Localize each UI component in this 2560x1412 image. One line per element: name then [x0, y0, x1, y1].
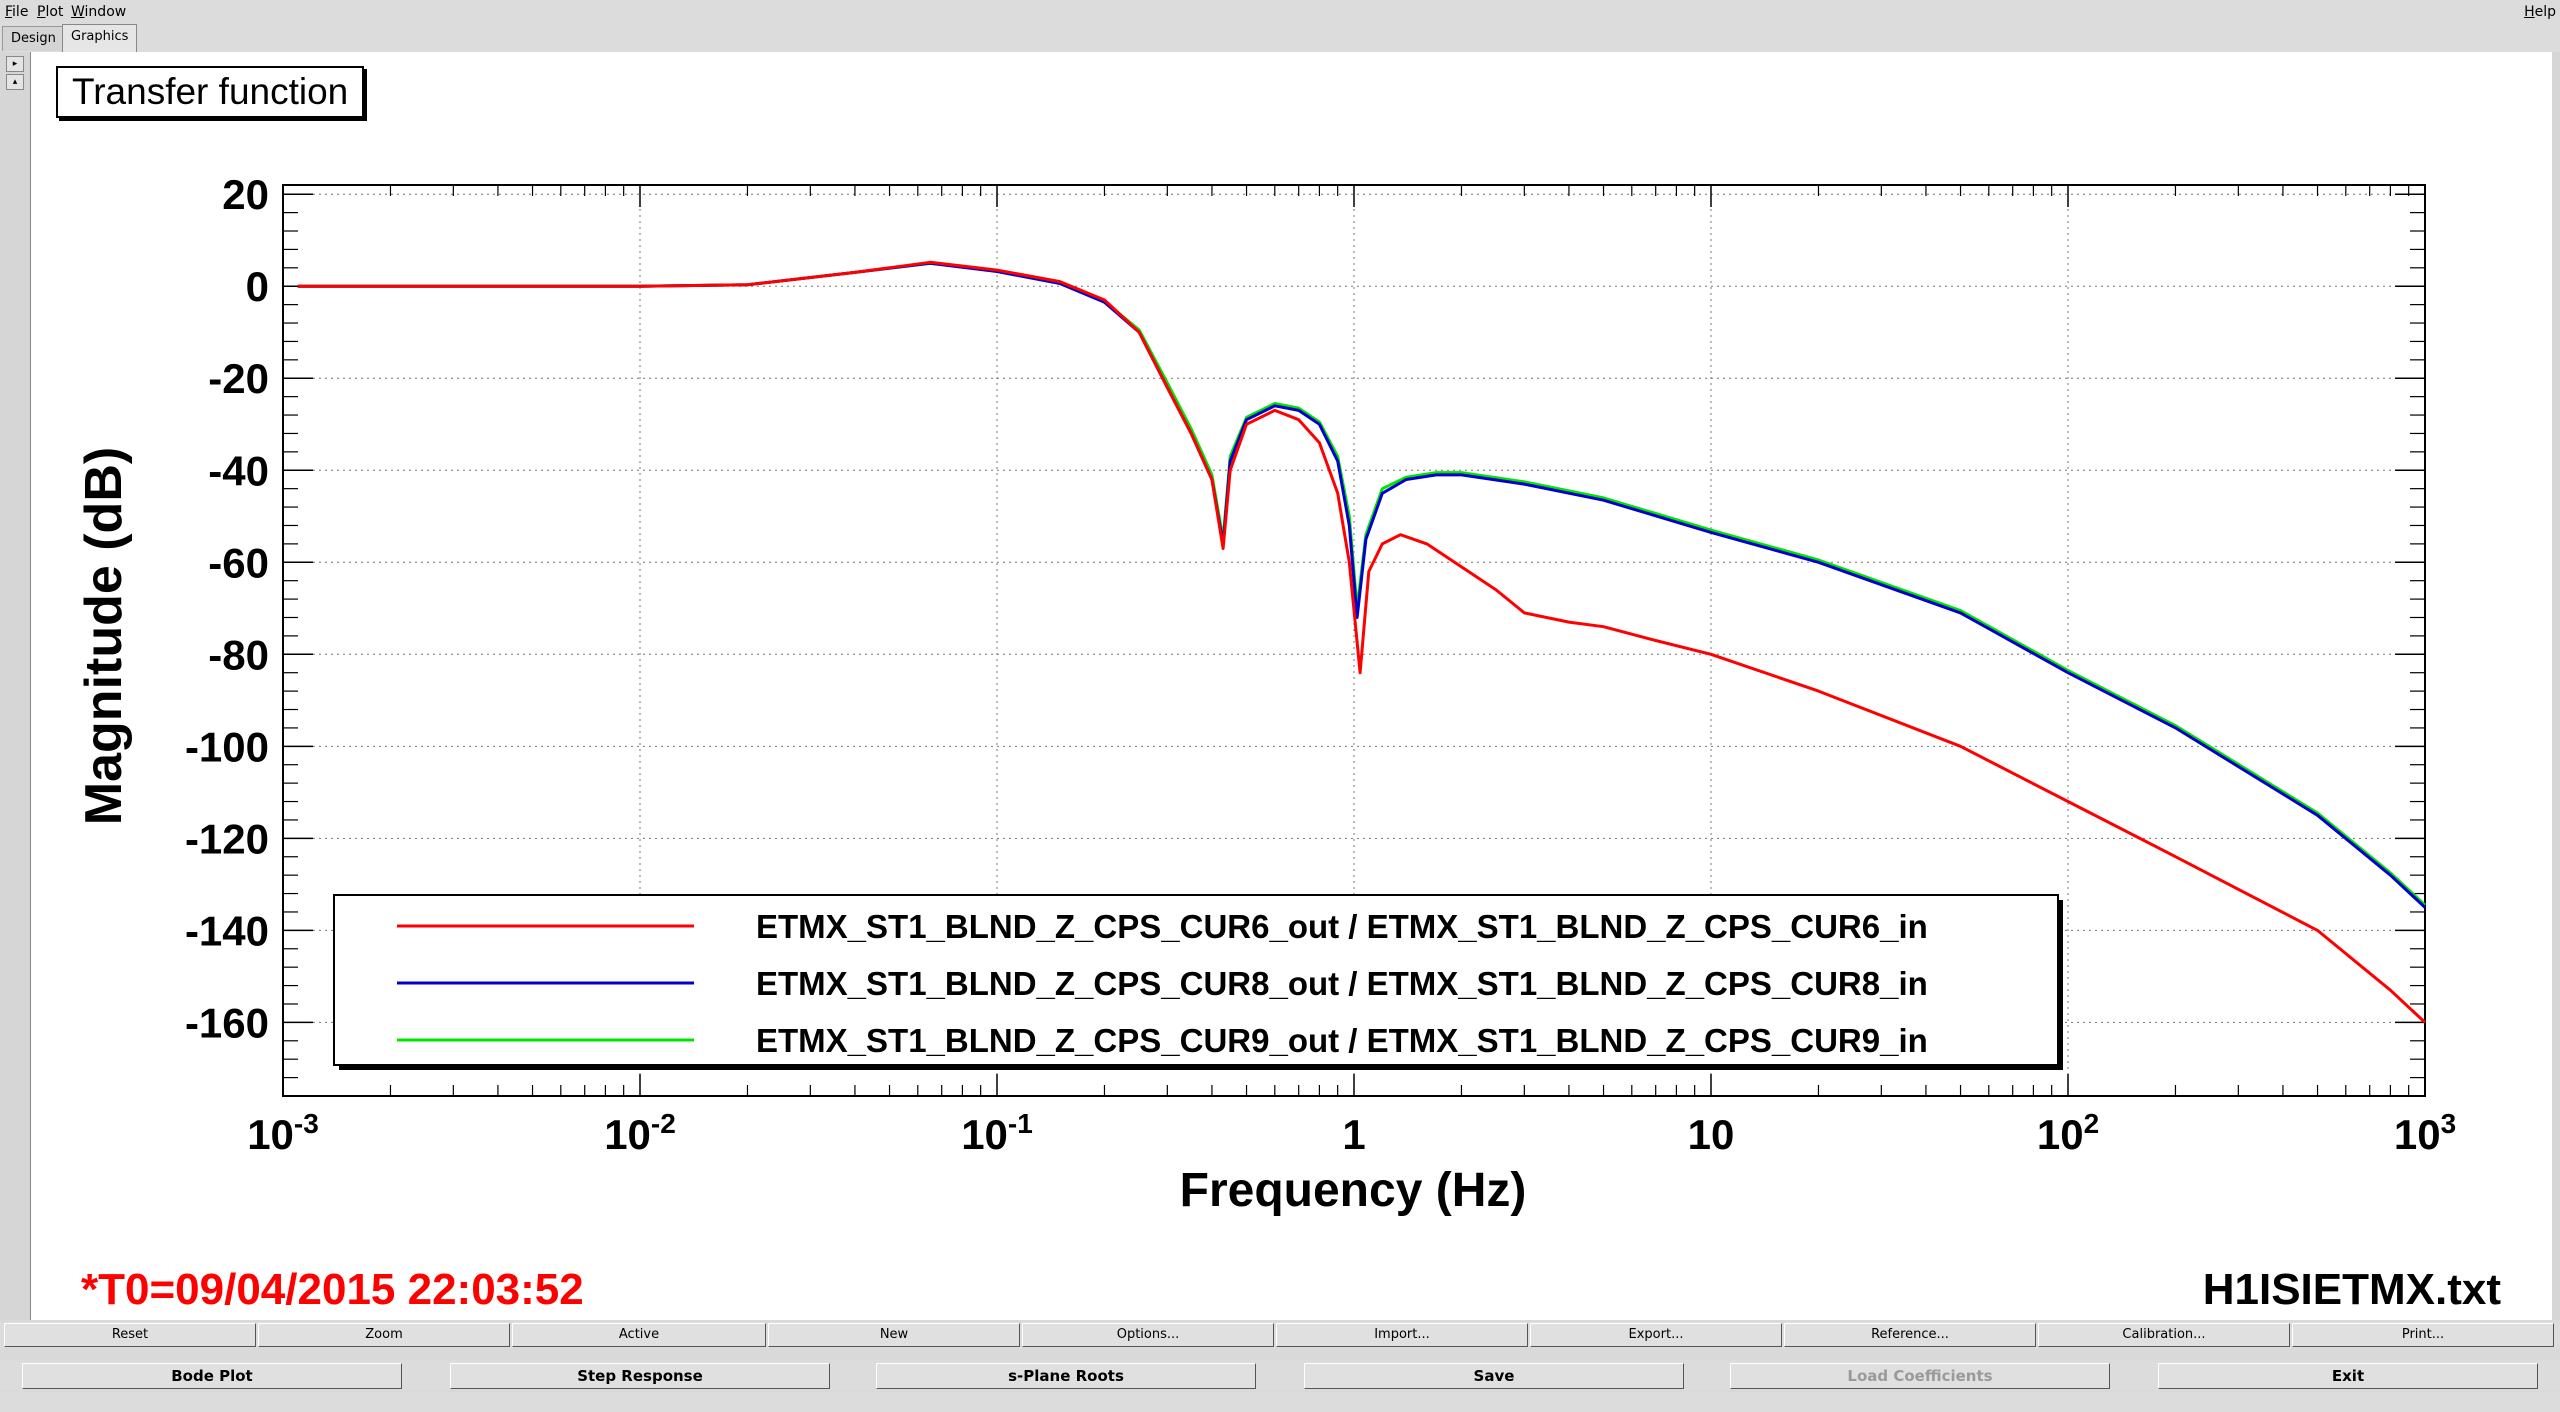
y-tick-label: -20: [208, 355, 269, 402]
y-tick-label: -120: [185, 815, 269, 862]
x-tick-label: 102: [2037, 1108, 2099, 1158]
y-tick-label: 20: [222, 171, 269, 218]
x-tick-label: 10-1: [961, 1108, 1033, 1158]
y-tick-label: -100: [185, 723, 269, 770]
plot-title: Transfer function: [56, 66, 365, 118]
calibration-button[interactable]: Calibration...: [2038, 1323, 2290, 1347]
y-tick-label: -60: [208, 539, 269, 586]
exit-button[interactable]: Exit: [2158, 1363, 2538, 1389]
grid-lines: [283, 185, 2425, 1096]
legend-label-2: ETMX_ST1_BLND_Z_CPS_CUR8_out / ETMX_ST1_…: [756, 965, 1928, 1002]
menu-file-mnemonic: F: [5, 4, 13, 20]
print-button[interactable]: Print...: [2292, 1323, 2554, 1347]
tab-bar: Design Graphics: [0, 24, 2560, 52]
graphics-canvas[interactable]: Transfer function 10-3 10-2 10-1 1 10 102 103 2…: [30, 52, 2554, 1320]
tab-graphics[interactable]: Graphics: [62, 24, 138, 52]
y-tick-label: -40: [208, 447, 269, 494]
export-button[interactable]: Export...: [1530, 1323, 1782, 1347]
legend-box: [333, 894, 2059, 1066]
x-tick-label: 103: [2394, 1108, 2456, 1158]
menu-help-mnemonic: H: [2524, 4, 2535, 20]
main-toolbar: Bode Plot Step Response s-Plane Roots Sa…: [0, 1360, 2560, 1390]
x-tick-label: 10-3: [247, 1108, 319, 1158]
bode-magnitude-chart[interactable]: 10-3 10-2 10-1 1 10 102 103 20 0 -20 -40 -60 -80 -100…: [31, 52, 2553, 1320]
import-button[interactable]: Import...: [1276, 1323, 1528, 1347]
legend: ETMX_ST1_BLND_Z_CPS_CUR6_out / ETMX_ST1_…: [333, 894, 2063, 1070]
menu-file-rest: ile: [12, 4, 29, 20]
options-button[interactable]: Options...: [1022, 1323, 1274, 1347]
right-scrollbar[interactable]: [2552, 52, 2560, 1320]
tab-design[interactable]: Design: [2, 26, 65, 51]
expand-right-icon[interactable]: ▸: [6, 56, 24, 72]
s-plane-roots-button[interactable]: s-Plane Roots: [876, 1363, 1256, 1389]
timestamp-label: *T0=09/04/2015 22:03:52: [81, 1265, 584, 1314]
x-tick-label: 10: [1688, 1111, 1735, 1158]
y-tick-label: -80: [208, 631, 269, 678]
filename-label: H1ISIETMX.txt: [2203, 1265, 2502, 1314]
plot-toolbar: Reset Zoom Active New Options... Import.…: [0, 1322, 2560, 1348]
side-gutter: ▸ ▴: [0, 52, 30, 1320]
menu-help[interactable]: Help: [2524, 4, 2556, 20]
load-coefficients-button: Load Coefficients: [1730, 1363, 2110, 1389]
x-tick-label: 1: [1342, 1111, 1365, 1158]
menu-plot-mnemonic: P: [37, 4, 46, 20]
axis-ticks: [282, 185, 2426, 1097]
menu-window-rest: indow: [84, 4, 127, 20]
expand-up-icon[interactable]: ▴: [6, 74, 24, 90]
menu-plot[interactable]: Plot: [37, 4, 63, 20]
menu-plot-rest: lot: [45, 4, 64, 20]
status-strip: [0, 1392, 2560, 1412]
menu-bar: File Plot Window Help: [0, 0, 2560, 24]
menu-help-rest: elp: [2534, 4, 2556, 20]
y-tick-label: 0: [246, 263, 269, 310]
legend-label-1: ETMX_ST1_BLND_Z_CPS_CUR6_out / ETMX_ST1_…: [756, 908, 1928, 945]
active-button[interactable]: Active: [512, 1323, 766, 1347]
legend-label-3: ETMX_ST1_BLND_Z_CPS_CUR9_out / ETMX_ST1_…: [756, 1022, 1928, 1059]
bode-plot-button[interactable]: Bode Plot: [22, 1363, 402, 1389]
series-line-1: [297, 260, 2427, 1024]
tick-labels: 10-3 10-2 10-1 1 10 102 103 20 0 -20 -40 -60 -80 -100…: [185, 171, 2456, 1158]
x-axis-label: Frequency (Hz): [1180, 1164, 1527, 1217]
y-axis-label: Magnitude (dB): [75, 447, 133, 825]
menu-file[interactable]: File: [5, 4, 28, 20]
reset-button[interactable]: Reset: [4, 1323, 256, 1347]
new-button[interactable]: New: [768, 1323, 1020, 1347]
zoom-button[interactable]: Zoom: [258, 1323, 510, 1347]
reference-button[interactable]: Reference...: [1784, 1323, 2036, 1347]
y-tick-label: -160: [185, 999, 269, 1046]
menu-window-mnemonic: W: [71, 4, 85, 20]
menu-window[interactable]: Window: [71, 4, 126, 20]
step-response-button[interactable]: Step Response: [450, 1363, 830, 1389]
x-tick-label: 10-2: [604, 1108, 676, 1158]
y-tick-label: -140: [185, 907, 269, 954]
save-button[interactable]: Save: [1304, 1363, 1684, 1389]
series-line-2: [297, 261, 2427, 909]
series-lines: [297, 260, 2427, 1024]
